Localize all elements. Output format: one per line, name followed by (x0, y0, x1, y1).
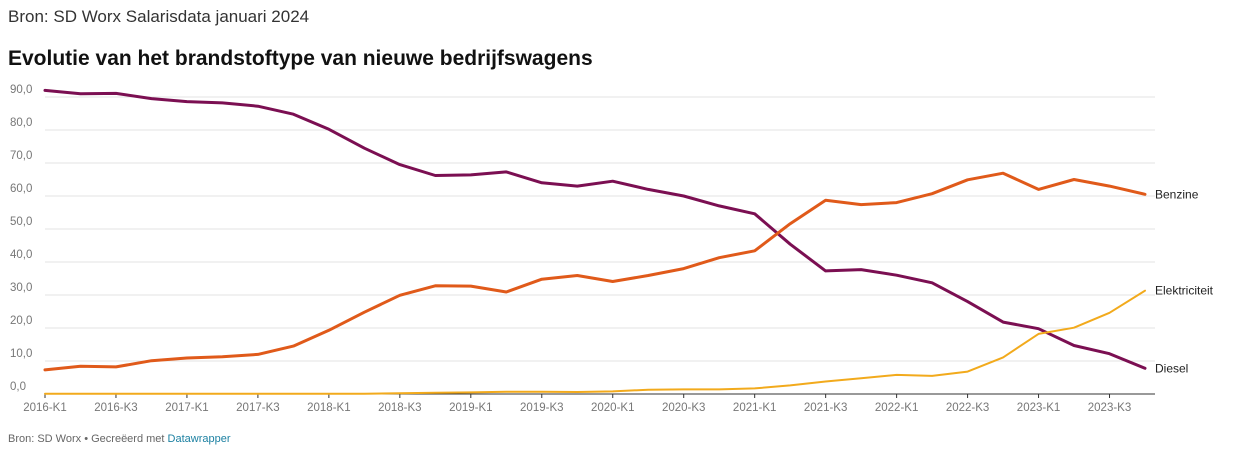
x-tick-label: 2019-K3 (520, 402, 563, 414)
x-tick-label: 2019-K1 (449, 402, 492, 414)
x-tick-label: 2022-K1 (875, 402, 918, 414)
footer-source-text: Bron: SD Worx • Gecreëerd met (8, 433, 165, 445)
source-line: Bron: SD Worx Salarisdata januari 2024 (8, 7, 310, 26)
y-tick-label: 70,0 (10, 150, 32, 162)
y-tick-label: 30,0 (10, 282, 32, 294)
y-tick-label: 0,0 (10, 381, 26, 393)
series-lines (43, 88, 1147, 395)
x-tick-label: 2023-K1 (1017, 402, 1060, 414)
series-label-diesel: Diesel (1155, 361, 1188, 375)
x-tick-label: 2022-K3 (946, 402, 989, 414)
x-tick-label: 2018-K3 (378, 402, 421, 414)
footer-credit: Bron: SD Worx • Gecreëerd met Datawrappe… (8, 433, 231, 445)
x-tick-label: 2017-K1 (165, 402, 208, 414)
x-tick-label: 2016-K3 (94, 402, 137, 414)
x-tick-label: 2016-K1 (23, 402, 66, 414)
chart-title: Evolutie van het brandstoftype van nieuw… (8, 47, 593, 70)
y-tick-label: 10,0 (10, 348, 32, 360)
y-tick-label: 20,0 (10, 315, 32, 327)
y-tick-label: 80,0 (10, 117, 32, 129)
y-tick-label: 90,0 (10, 84, 32, 96)
series-line-elektriciteit (44, 289, 1146, 395)
series-label-benzine: Benzine (1155, 187, 1199, 201)
x-tick-label: 2023-K3 (1088, 402, 1131, 414)
datawrapper-link[interactable]: Datawrapper (167, 433, 231, 445)
x-tick-label: 2020-K3 (662, 402, 705, 414)
series-label-elektriciteit: Elektriciteit (1155, 284, 1214, 298)
gridlines (45, 96, 1155, 395)
x-tick-label: 2018-K1 (307, 402, 350, 414)
y-tick-label: 40,0 (10, 249, 32, 261)
series-line-diesel (43, 88, 1147, 370)
y-axis-ticks: 0,0 10,0 20,0 30,0 40,0 50,0 60,0 70,0 80,0 90,0 (10, 84, 32, 393)
y-tick-label: 60,0 (10, 183, 32, 195)
x-tick-label: 2020-K1 (591, 402, 634, 414)
x-axis-ticks: 2016-K1 2016-K3 2017-K1 2017-K3 2018-K1 2018-… (23, 394, 1131, 414)
series-line-benzine (43, 171, 1147, 372)
y-tick-label: 50,0 (10, 216, 32, 228)
series-labels: Diesel Benzine Elektriciteit (1155, 187, 1214, 375)
x-tick-label: 2017-K3 (236, 402, 279, 414)
x-tick-label: 2021-K3 (804, 402, 847, 414)
x-tick-label: 2021-K1 (733, 402, 776, 414)
